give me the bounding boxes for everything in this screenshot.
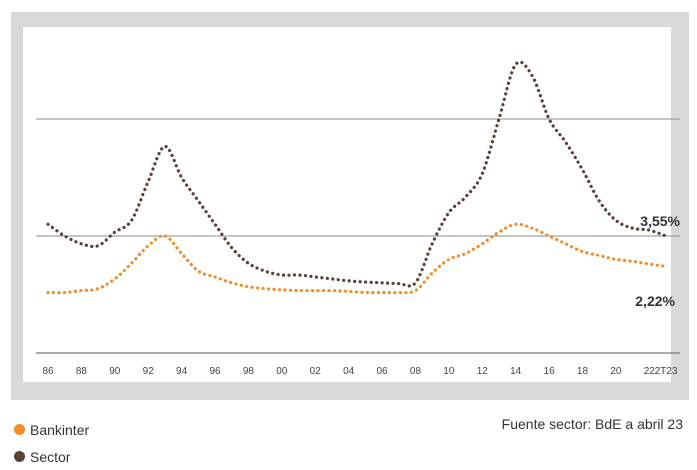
legend-item-sector: Sector — [14, 443, 89, 470]
x-tick-label: 88 — [76, 366, 88, 377]
x-tick-label: 94 — [176, 366, 188, 377]
data-label-sector: 3,55% — [640, 213, 680, 229]
legend-swatch-bankinter — [14, 424, 25, 435]
data-label-bankinter: 2,22% — [635, 293, 675, 309]
x-tick-label: 92 — [143, 366, 155, 377]
x-tick-label: 06 — [376, 366, 388, 377]
legend-swatch-sector — [14, 451, 25, 462]
x-tick-label: 2T23 — [655, 366, 678, 377]
x-tick-label: 86 — [42, 366, 54, 377]
legend-item-bankinter: Bankinter — [14, 416, 89, 443]
x-tick-label: 98 — [243, 366, 255, 377]
x-tick-label: 96 — [209, 366, 221, 377]
x-tick-label: 12 — [477, 366, 489, 377]
x-tick-label: 14 — [510, 366, 522, 377]
legend-label-sector: Sector — [30, 449, 70, 465]
x-tick-label: 02 — [310, 366, 322, 377]
series-line-bankinter — [48, 224, 666, 292]
x-tick-label: 00 — [276, 366, 288, 377]
x-tick-label: 04 — [343, 366, 355, 377]
x-tick-label: 20 — [610, 366, 622, 377]
x-tick-label: 22 — [644, 366, 656, 377]
legend-label-bankinter: Bankinter — [30, 422, 89, 438]
x-tick-label: 90 — [109, 366, 121, 377]
series-line-sector — [48, 62, 666, 286]
x-tick-label: 08 — [410, 366, 422, 377]
x-tick-label: 10 — [443, 366, 455, 377]
legend: Bankinter Sector — [14, 416, 89, 470]
x-tick-label: 16 — [544, 366, 556, 377]
source-note: Fuente sector: BdE a abril 23 — [502, 416, 683, 432]
x-tick-label: 18 — [577, 366, 589, 377]
